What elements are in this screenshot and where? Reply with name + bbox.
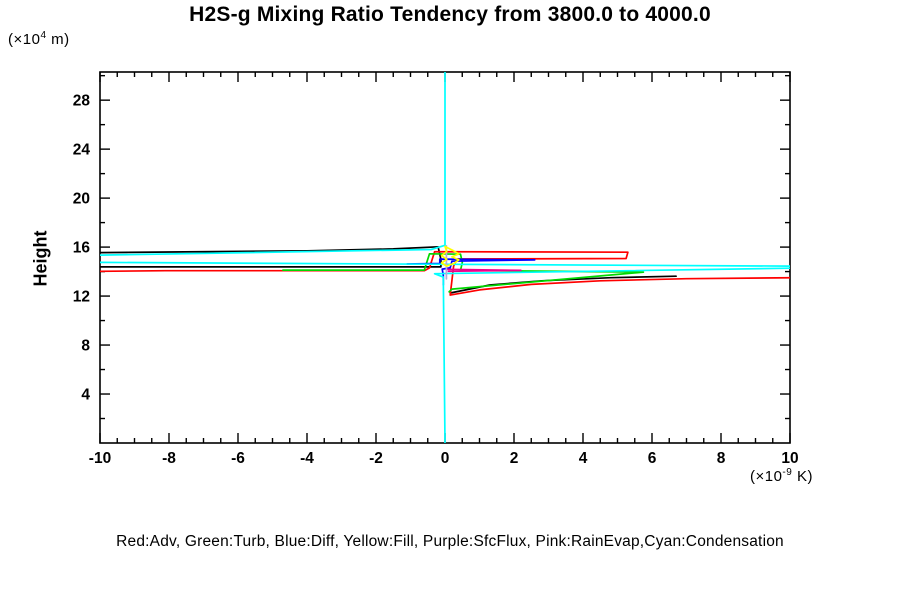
x-tick-label: -6 [231,450,245,467]
series-line-condensation [100,72,790,443]
y-unit-prefix: (×10 [8,31,41,48]
x-tick-label: -4 [300,450,314,467]
x-tick-label: 0 [441,450,450,467]
y-tick-label: 8 [81,338,90,355]
x-unit-suffix: K) [792,468,813,485]
x-axis-unit-label: (×10-9 K) [673,467,813,485]
x-tick-label: 4 [579,450,588,467]
x-unit-prefix: (×10 [749,468,783,485]
x-tick-label: 6 [648,450,657,467]
x-tick-label: -8 [162,450,176,467]
x-unit-superscript: -9 [782,467,793,478]
series-line-rainevap [445,268,522,273]
y-unit-superscript: 4 [40,30,47,41]
y-tick-label: 12 [73,289,90,306]
y-unit-suffix: m) [46,31,70,48]
series-legend: Red:Adv, Green:Turb, Blue:Diff, Yellow:F… [116,533,784,550]
chart-title: H2S-g Mixing Ratio Tendency from 3800.0 … [189,3,711,26]
y-tick-label: 20 [73,191,90,208]
x-tick-label: -2 [369,450,383,467]
y-tick-label: 28 [73,93,91,110]
x-tick-label: 8 [717,450,726,467]
x-tick-label: 2 [510,450,519,467]
y-tick-label: 4 [81,387,90,404]
y-axis-unit-label: (×104 m) [8,30,70,48]
series-line-fill [440,245,460,267]
y-tick-label: 16 [73,240,91,257]
x-tick-label: -10 [89,450,111,467]
x-tick-label: 10 [781,450,798,467]
y-tick-label: 24 [73,142,91,159]
